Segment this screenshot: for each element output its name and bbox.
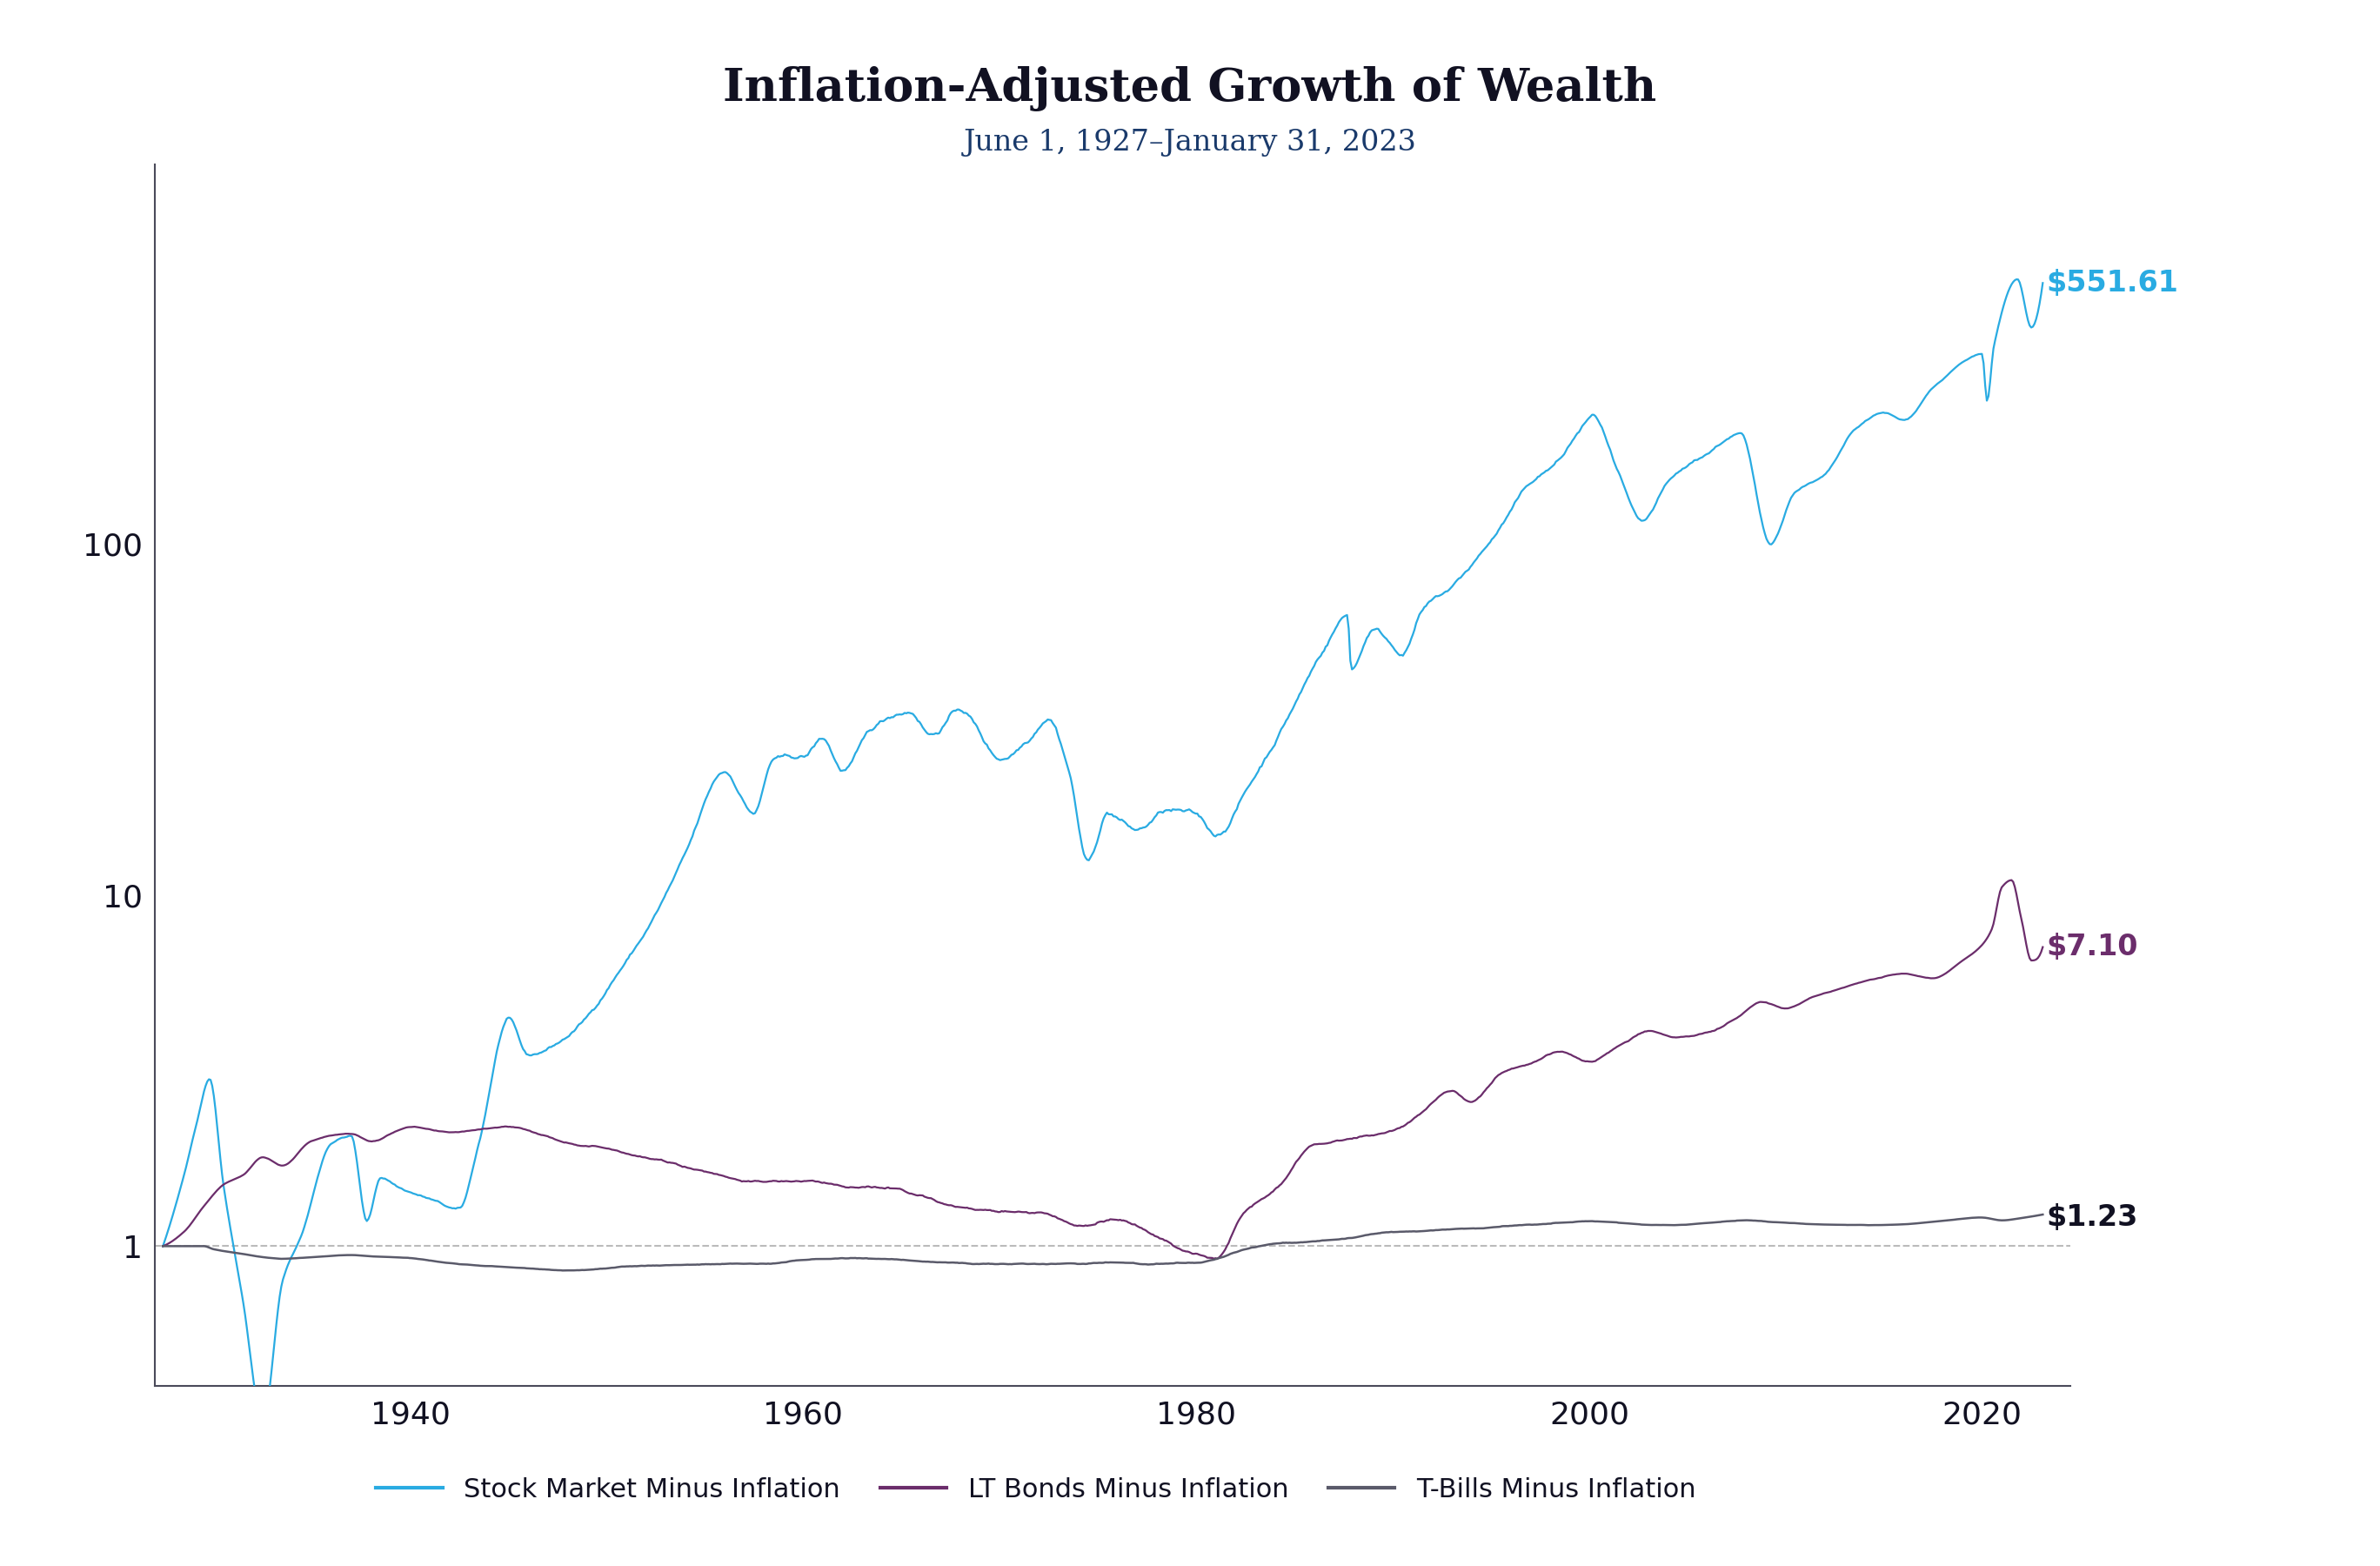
- Text: June 1, 1927–January 31, 2023: June 1, 1927–January 31, 2023: [964, 128, 1416, 157]
- Text: $7.10: $7.10: [2047, 933, 2137, 962]
- Text: $1.23: $1.23: [2047, 1203, 2137, 1232]
- Text: Inflation-Adjusted Growth of Wealth: Inflation-Adjusted Growth of Wealth: [724, 66, 1656, 111]
- Text: $551.61: $551.61: [2047, 269, 2178, 298]
- Legend: Stock Market Minus Inflation, LT Bonds Minus Inflation, T-Bills Minus Inflation: Stock Market Minus Inflation, LT Bonds M…: [367, 1467, 1706, 1513]
